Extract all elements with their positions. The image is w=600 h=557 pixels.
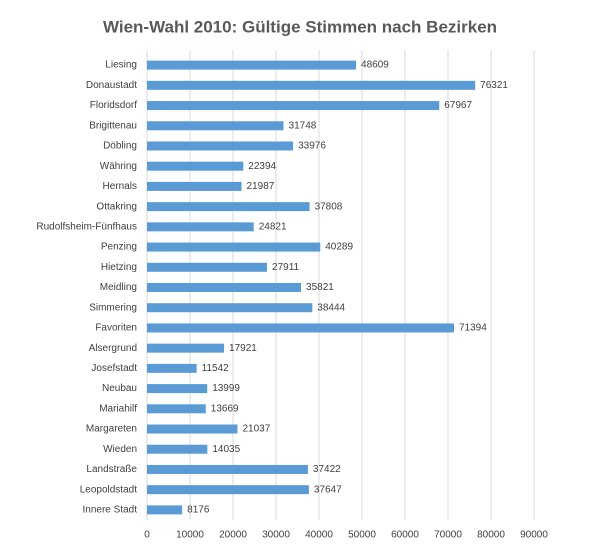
y-tick-label: Alsergrund — [89, 343, 137, 354]
y-tick-label: Hietzing — [101, 262, 137, 273]
y-tick-label: Rudolfsheim-Fünfhaus — [36, 221, 137, 232]
y-tick-label: Brigittenau — [89, 120, 137, 131]
chart-title: Wien-Wahl 2010: Gültige Stimmen nach Bez… — [103, 17, 497, 36]
data-label: 37422 — [313, 464, 341, 475]
x-tick-label: 90000 — [520, 530, 548, 541]
data-label: 67967 — [444, 100, 472, 111]
bar — [147, 464, 308, 474]
y-tick-label: Donaustadt — [86, 80, 137, 91]
data-label: 8176 — [187, 505, 210, 516]
bar — [147, 222, 254, 232]
x-tick-label: 60000 — [391, 530, 419, 541]
data-label: 21037 — [242, 424, 270, 435]
x-tick-label: 40000 — [305, 530, 333, 541]
data-label: 76321 — [480, 80, 508, 91]
x-tick-label: 10000 — [176, 530, 204, 541]
x-tick-label: 0 — [144, 530, 150, 541]
data-label: 33976 — [298, 141, 326, 152]
x-tick-label: 80000 — [477, 530, 505, 541]
bar — [147, 444, 208, 454]
data-label: 37647 — [314, 484, 342, 495]
bar — [147, 161, 244, 171]
bar — [147, 283, 302, 292]
y-tick-label: Simmering — [89, 302, 137, 313]
y-tick-label: Hernals — [103, 181, 137, 192]
data-label: 17921 — [229, 343, 257, 354]
y-tick-label: Liesing — [105, 60, 137, 71]
bar — [147, 141, 294, 151]
bar — [147, 80, 476, 90]
data-label: 11542 — [202, 363, 230, 374]
data-label: 38444 — [317, 302, 345, 313]
bar — [147, 505, 183, 515]
bar — [147, 121, 284, 131]
data-label: 21987 — [247, 181, 275, 192]
bar — [147, 424, 238, 434]
x-tick-label: 30000 — [262, 530, 290, 541]
bar — [147, 343, 225, 353]
data-label: 13999 — [212, 383, 240, 394]
y-tick-label: Wieden — [103, 444, 137, 455]
data-label: 22394 — [248, 161, 276, 172]
bar — [147, 323, 454, 333]
y-tick-label: Leopoldstadt — [80, 484, 137, 495]
bar — [147, 101, 440, 111]
data-label: 71394 — [459, 323, 487, 334]
y-tick-label: Neubau — [102, 383, 137, 394]
data-label: 13669 — [211, 403, 239, 414]
bar — [147, 485, 309, 495]
x-tick-label: 70000 — [434, 530, 462, 541]
bar — [147, 202, 310, 212]
y-tick-label: Margareten — [86, 424, 137, 435]
bar — [147, 303, 313, 313]
y-tick-label: Währing — [100, 161, 137, 172]
data-label: 24821 — [259, 221, 287, 232]
y-tick-label: Landstraße — [86, 464, 137, 475]
y-tick-label: Döbling — [103, 141, 137, 152]
y-tick-label: Josefstadt — [91, 363, 137, 374]
data-label: 40289 — [325, 242, 353, 253]
data-label: 14035 — [212, 444, 240, 455]
bar — [147, 242, 321, 252]
y-tick-label: Innere Stadt — [83, 505, 138, 516]
y-tick-label: Floridsdorf — [90, 100, 137, 111]
y-tick-label: Penzing — [101, 242, 137, 253]
y-tick-label: Ottakring — [96, 201, 137, 212]
data-label: 37808 — [315, 201, 343, 212]
bar — [147, 181, 242, 191]
bar — [147, 60, 357, 70]
data-label: 27911 — [272, 262, 300, 273]
bar — [147, 262, 268, 272]
y-tick-label: Mariahilf — [99, 403, 137, 414]
y-tick-label: Favoriten — [95, 323, 137, 334]
bar — [147, 363, 197, 373]
data-label: 31748 — [289, 120, 317, 131]
bar — [147, 404, 206, 414]
x-tick-label: 50000 — [348, 530, 376, 541]
data-label: 48609 — [361, 60, 389, 71]
x-tick-label: 20000 — [219, 530, 247, 541]
data-label: 35821 — [306, 282, 334, 293]
bar — [147, 384, 208, 394]
y-tick-label: Meidling — [100, 282, 137, 293]
